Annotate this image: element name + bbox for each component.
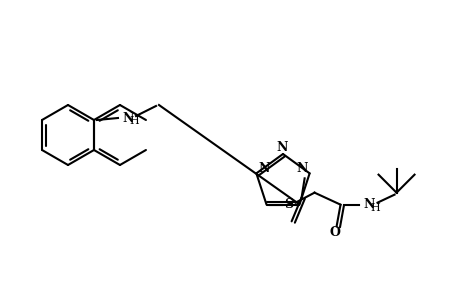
Text: N: N bbox=[295, 162, 307, 175]
Text: N: N bbox=[258, 162, 269, 175]
Text: N: N bbox=[122, 112, 134, 124]
Text: N: N bbox=[276, 140, 287, 154]
Text: S: S bbox=[283, 198, 292, 211]
Text: N: N bbox=[363, 198, 375, 211]
Text: H: H bbox=[129, 116, 139, 126]
Text: O: O bbox=[328, 226, 339, 239]
Text: H: H bbox=[370, 203, 380, 213]
